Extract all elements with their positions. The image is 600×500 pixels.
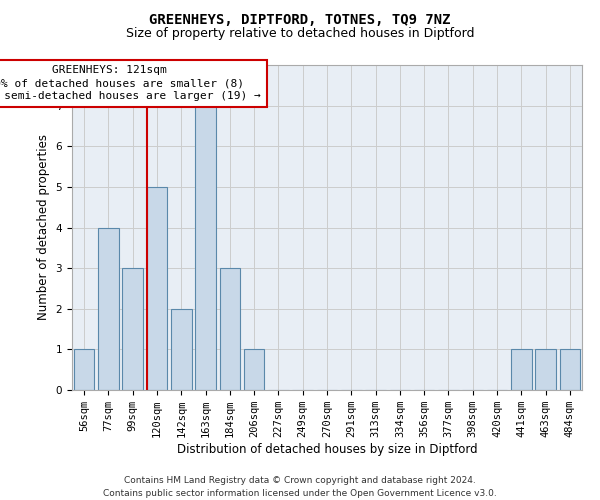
Bar <box>535 350 556 390</box>
Text: GREENHEYS: 121sqm
← 30% of detached houses are smaller (8)
70% of semi-detached : GREENHEYS: 121sqm ← 30% of detached hous… <box>0 65 261 102</box>
Bar <box>511 350 532 390</box>
Text: Contains HM Land Registry data © Crown copyright and database right 2024.
Contai: Contains HM Land Registry data © Crown c… <box>103 476 497 498</box>
Bar <box>560 350 580 390</box>
Bar <box>98 228 119 390</box>
Bar <box>244 350 265 390</box>
Bar <box>122 268 143 390</box>
Bar <box>220 268 240 390</box>
Bar <box>74 350 94 390</box>
Text: Size of property relative to detached houses in Diptford: Size of property relative to detached ho… <box>126 28 474 40</box>
Bar <box>171 308 191 390</box>
Y-axis label: Number of detached properties: Number of detached properties <box>37 134 50 320</box>
Text: GREENHEYS, DIPTFORD, TOTNES, TQ9 7NZ: GREENHEYS, DIPTFORD, TOTNES, TQ9 7NZ <box>149 12 451 26</box>
Bar <box>195 106 216 390</box>
Bar <box>146 187 167 390</box>
X-axis label: Distribution of detached houses by size in Diptford: Distribution of detached houses by size … <box>176 443 478 456</box>
